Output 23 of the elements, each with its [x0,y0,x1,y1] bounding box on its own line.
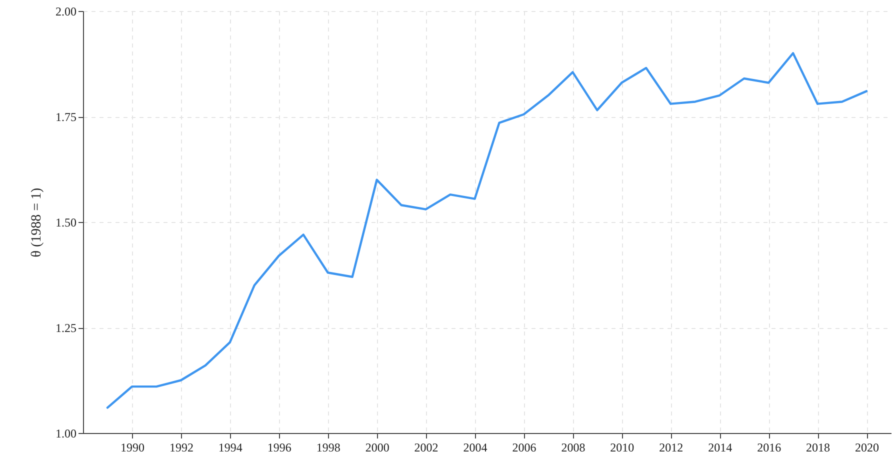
x-tick-label: 1990 [120,440,144,454]
x-tick-label: 1994 [218,440,242,454]
x-tick-label: 1996 [267,440,292,454]
x-tick-label: 2016 [757,440,782,454]
x-tick-label: 2018 [806,440,830,454]
x-tick-label: 2004 [463,440,488,454]
y-tick-label: 1.25 [56,321,76,335]
x-tick-label: 1998 [316,440,340,454]
y-axis-title: θ (1988 = 1) [30,187,44,258]
x-tick-label: 2000 [365,440,390,454]
x-tick-label: 2020 [855,440,880,454]
y-tick-label: 2.00 [56,4,76,18]
x-tick-label: 2014 [708,440,732,454]
x-tick-label: 2008 [561,440,586,454]
x-tick-label: 2010 [610,440,634,454]
y-tick-label: 1.50 [56,216,76,230]
line-series [106,52,868,409]
y-tick-label: 1.75 [56,110,76,124]
x-tick-label: 2006 [512,440,536,454]
x-tick-label: 2002 [414,440,438,454]
x-tick-label: 2012 [659,440,684,454]
x-tick-label: 1992 [169,440,194,454]
y-tick-label: 1.00 [56,426,76,440]
